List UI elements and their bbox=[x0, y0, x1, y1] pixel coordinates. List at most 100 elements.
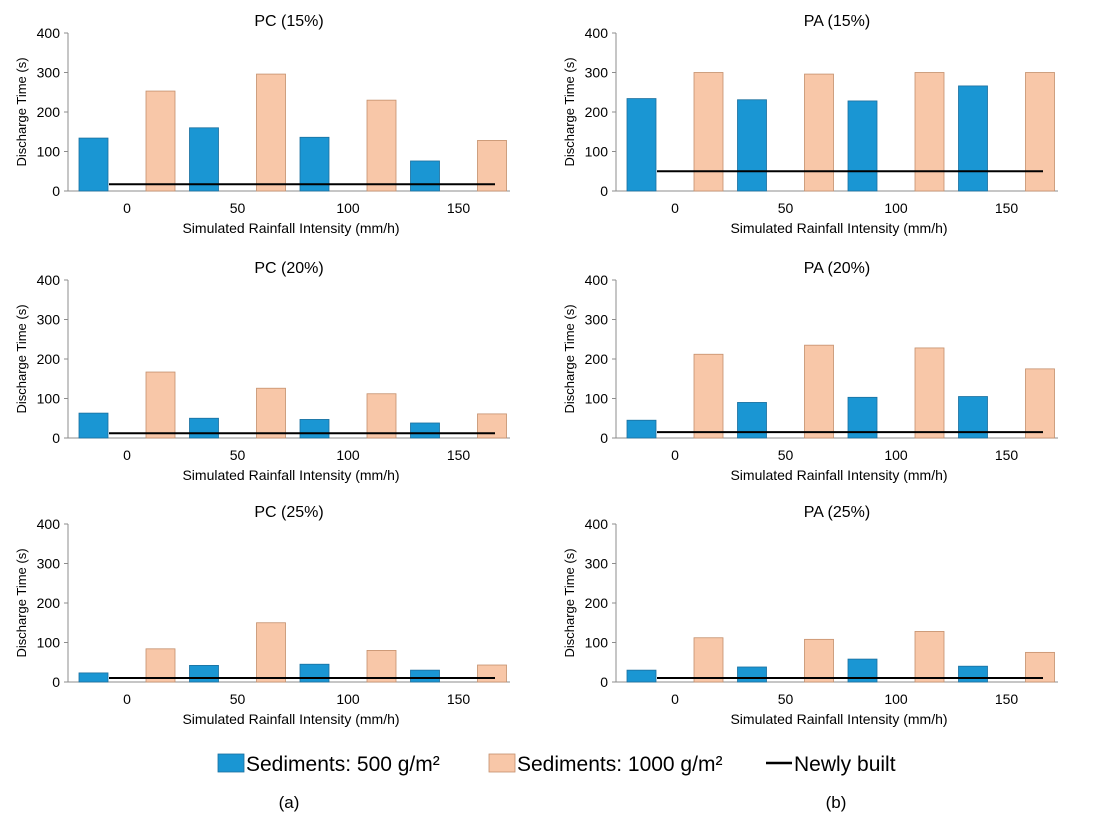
bar-sediments-1000 bbox=[366, 650, 397, 683]
bar-sediments-1000 bbox=[1025, 368, 1055, 439]
y-tick-label: 100 bbox=[585, 391, 609, 407]
panel-label-a: (a) bbox=[279, 793, 300, 812]
bar-sediments-1000 bbox=[477, 140, 507, 192]
bar-sediments-500 bbox=[847, 658, 878, 683]
y-tick-label: 0 bbox=[600, 183, 608, 199]
y-tick-label: 0 bbox=[52, 430, 60, 446]
chart-panel-3: PC (20%) 0 100 200 300 400 Discharge Time (s) 0… bbox=[14, 260, 510, 483]
y-tick-label: 300 bbox=[37, 556, 61, 572]
y-tick-label: 400 bbox=[37, 25, 61, 41]
bar-sediments-500 bbox=[847, 100, 878, 192]
y-tick-label: 0 bbox=[52, 674, 60, 690]
chart-title: PC (25%) bbox=[254, 504, 323, 521]
legend-swatch bbox=[217, 753, 245, 773]
x-tick-label: 150 bbox=[995, 200, 1019, 216]
bar-sediments-1000 bbox=[256, 73, 286, 192]
bar-sediments-1000 bbox=[914, 631, 945, 683]
chart-title: PC (20%) bbox=[254, 260, 323, 277]
x-tick-label: 100 bbox=[884, 447, 908, 463]
bar-sediments-500 bbox=[78, 672, 109, 683]
x-tick-label: 150 bbox=[447, 200, 471, 216]
y-tick-label: 0 bbox=[600, 430, 608, 446]
y-tick-label: 300 bbox=[37, 65, 61, 81]
chart-title: PC (15%) bbox=[254, 13, 323, 30]
x-axis-label: Simulated Rainfall Intensity (mm/h) bbox=[182, 220, 399, 236]
bar-sediments-1000 bbox=[477, 664, 507, 683]
x-tick-label: 50 bbox=[778, 691, 794, 707]
y-tick-label: 100 bbox=[37, 144, 61, 160]
y-tick-label: 400 bbox=[37, 272, 61, 288]
bar-sediments-1000 bbox=[914, 347, 945, 439]
y-tick-label: 200 bbox=[37, 104, 61, 120]
x-axis-label: Simulated Rainfall Intensity (mm/h) bbox=[730, 220, 947, 236]
x-axis-label: Simulated Rainfall Intensity (mm/h) bbox=[182, 467, 399, 483]
bar-sediments-500 bbox=[737, 666, 767, 683]
bar-sediments-1000 bbox=[693, 353, 724, 439]
y-axis-label: Discharge Time (s) bbox=[14, 57, 29, 166]
chart-title: PA (20%) bbox=[804, 260, 870, 277]
x-axis-label: Simulated Rainfall Intensity (mm/h) bbox=[730, 467, 947, 483]
y-tick-label: 300 bbox=[585, 556, 609, 572]
x-tick-label: 0 bbox=[671, 200, 679, 216]
bar-sediments-1000 bbox=[145, 90, 176, 192]
bar-sediments-500 bbox=[189, 665, 219, 683]
bar-sediments-1000 bbox=[693, 72, 724, 192]
chart-panel-5: PC (25%) 0 100 200 300 400 Discharge Time (s) 0… bbox=[14, 504, 510, 727]
x-tick-label: 100 bbox=[336, 447, 360, 463]
x-tick-label: 50 bbox=[230, 691, 246, 707]
y-tick-label: 400 bbox=[585, 25, 609, 41]
x-tick-label: 100 bbox=[336, 691, 360, 707]
x-tick-label: 100 bbox=[336, 200, 360, 216]
bar-sediments-500 bbox=[410, 422, 440, 439]
panel-label-b: (b) bbox=[826, 793, 847, 812]
y-tick-label: 400 bbox=[585, 272, 609, 288]
legend-swatch bbox=[488, 753, 516, 773]
bar-sediments-1000 bbox=[804, 73, 834, 192]
y-axis-label: Discharge Time (s) bbox=[14, 548, 29, 657]
bar-sediments-1000 bbox=[145, 648, 176, 683]
bar-sediments-500 bbox=[958, 85, 988, 192]
x-tick-label: 100 bbox=[884, 691, 908, 707]
bar-sediments-1000 bbox=[804, 638, 834, 683]
x-tick-label: 100 bbox=[884, 200, 908, 216]
y-tick-label: 300 bbox=[585, 65, 609, 81]
bar-sediments-500 bbox=[626, 669, 657, 683]
bar-sediments-500 bbox=[737, 99, 767, 192]
y-tick-label: 0 bbox=[600, 674, 608, 690]
chart-panel-4: PA (20%) 0 100 200 300 400 Discharge Time (s) 0… bbox=[562, 260, 1058, 483]
y-axis-label: Discharge Time (s) bbox=[562, 57, 577, 166]
bar-sediments-500 bbox=[189, 127, 219, 192]
y-tick-label: 200 bbox=[585, 104, 609, 120]
x-tick-label: 0 bbox=[123, 691, 131, 707]
bar-sediments-500 bbox=[410, 669, 440, 683]
bar-sediments-500 bbox=[78, 412, 109, 439]
y-tick-label: 0 bbox=[52, 183, 60, 199]
y-tick-label: 200 bbox=[585, 351, 609, 367]
y-tick-label: 100 bbox=[37, 391, 61, 407]
bar-sediments-1000 bbox=[914, 72, 945, 192]
bar-sediments-1000 bbox=[477, 413, 507, 439]
chart-panel-2: PA (15%) 0 100 200 300 400 Discharge Time (s) 0… bbox=[562, 13, 1058, 236]
x-tick-label: 150 bbox=[447, 691, 471, 707]
chart-title: PA (15%) bbox=[804, 13, 870, 30]
bar-sediments-500 bbox=[410, 160, 440, 192]
bar-sediments-500 bbox=[299, 663, 330, 683]
bar-sediments-1000 bbox=[366, 393, 397, 439]
bar-sediments-1000 bbox=[1025, 72, 1055, 192]
bar-sediments-1000 bbox=[145, 371, 176, 439]
bar-sediments-500 bbox=[626, 419, 657, 439]
x-axis-label: Simulated Rainfall Intensity (mm/h) bbox=[730, 711, 947, 727]
bar-sediments-1000 bbox=[256, 387, 286, 439]
x-tick-label: 0 bbox=[671, 447, 679, 463]
chart-panel-6: PA (25%) 0 100 200 300 400 Discharge Time (s) 0… bbox=[562, 504, 1058, 727]
bar-sediments-1000 bbox=[804, 344, 834, 439]
x-tick-label: 0 bbox=[123, 447, 131, 463]
legend-label: Sediments: 1000 g/m² bbox=[517, 753, 722, 776]
bar-sediments-1000 bbox=[693, 637, 724, 683]
x-tick-label: 50 bbox=[778, 200, 794, 216]
bar-sediments-1000 bbox=[366, 99, 397, 192]
y-tick-label: 200 bbox=[37, 351, 61, 367]
bar-sediments-500 bbox=[299, 136, 330, 192]
